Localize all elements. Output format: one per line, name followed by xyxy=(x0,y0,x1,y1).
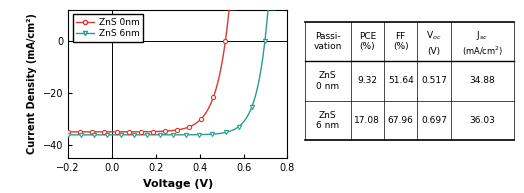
Text: 51.64: 51.64 xyxy=(388,76,413,85)
Text: J$_{sc}$: J$_{sc}$ xyxy=(476,29,488,42)
Text: (V): (V) xyxy=(428,47,441,56)
Text: 9.32: 9.32 xyxy=(357,76,377,85)
Text: Passi-
vation: Passi- vation xyxy=(313,32,342,51)
Text: ZnS
0 nm: ZnS 0 nm xyxy=(316,71,339,91)
Text: V$_{oc}$: V$_{oc}$ xyxy=(427,29,442,42)
Text: 67.96: 67.96 xyxy=(388,116,413,125)
Text: 0.697: 0.697 xyxy=(421,116,447,125)
Text: 0.517: 0.517 xyxy=(421,76,447,85)
Text: PCE
(%): PCE (%) xyxy=(358,32,376,51)
Text: 34.88: 34.88 xyxy=(470,76,495,85)
Text: 17.08: 17.08 xyxy=(354,116,380,125)
Text: (mA/cm$^2$): (mA/cm$^2$) xyxy=(462,45,503,58)
Text: FF
(%): FF (%) xyxy=(393,32,409,51)
Text: ZnS
6 nm: ZnS 6 nm xyxy=(316,111,339,130)
Y-axis label: Current Density (mA/cm²): Current Density (mA/cm²) xyxy=(27,14,37,154)
X-axis label: Voltage (V): Voltage (V) xyxy=(143,179,213,189)
Legend: ZnS 0nm, ZnS 6nm: ZnS 0nm, ZnS 6nm xyxy=(73,14,143,42)
Text: 36.03: 36.03 xyxy=(470,116,495,125)
